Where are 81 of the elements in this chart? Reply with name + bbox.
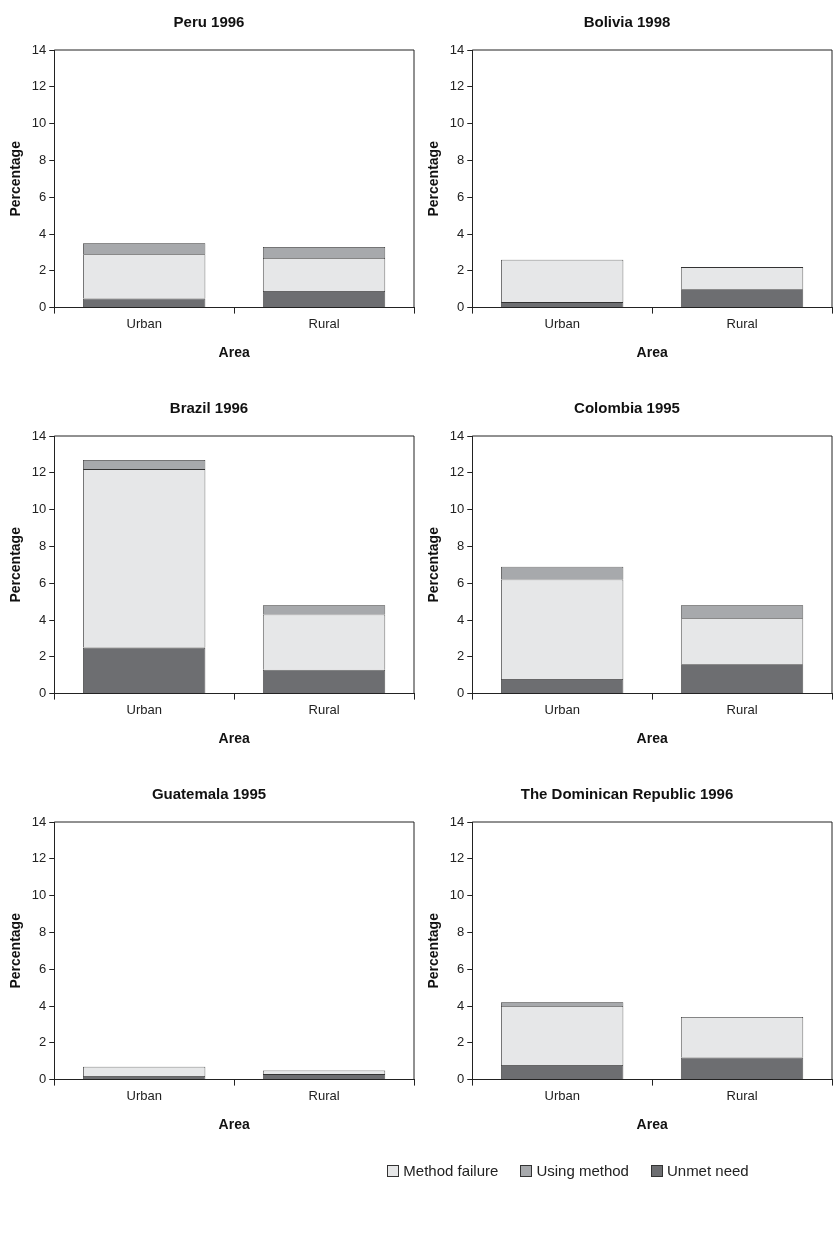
chart-title: Colombia 1995 [574,399,680,417]
y-tick-label: 6 [39,960,47,976]
y-tick-label: 4 [39,997,47,1013]
y-tick-label: 10 [449,501,465,517]
y-tick-label: 2 [457,262,465,278]
legend-label: Unmet need [666,1162,749,1179]
y-tick-label: 0 [39,1071,47,1087]
y-tick-label: 2 [39,262,47,278]
chart-title: Peru 1996 [173,13,245,31]
x-tick-label: Rural [726,701,758,717]
y-tick-label: 14 [31,41,47,57]
y-tick-label: 10 [449,115,465,131]
chart-title: Brazil 1996 [169,399,249,417]
y-tick-label: 4 [39,611,47,627]
y-tick-label: 0 [457,1071,465,1087]
y-tick-label: 2 [39,1034,47,1050]
y-tick-label: 4 [457,225,465,241]
y-tick-label: 0 [457,685,465,701]
y-tick-label: 6 [39,574,47,590]
x-tick-label: Rural [726,315,758,331]
y-tick-label: 8 [39,537,47,553]
y-tick-label: 4 [457,997,465,1013]
x-tick-label: Rural [308,701,340,717]
y-tick-label: 10 [31,115,47,131]
y-tick-label: 6 [39,188,47,204]
y-tick-label: 14 [31,427,47,443]
y-tick-label: 4 [39,225,47,241]
y-tick-label: 10 [31,887,47,903]
y-axis-title: Percentage [7,526,24,603]
y-axis-title: Percentage [425,140,442,217]
x-tick-label: Urban [544,1087,580,1103]
y-axis-title: Percentage [425,526,442,603]
y-tick-label: 6 [457,188,465,204]
y-tick-label: 2 [457,1034,465,1050]
y-tick-label: 12 [31,850,47,866]
x-tick-label: Urban [544,701,580,717]
x-tick-label: Urban [126,315,162,331]
chart-title: The Dominican Republic 1996 [520,785,734,803]
y-axis-title: Percentage [7,140,24,217]
x-axis-title: Area [218,1116,250,1133]
x-tick-label: Urban [126,701,162,717]
x-tick-label: Rural [726,1087,758,1103]
legend-label: Method failure [403,1162,499,1179]
y-tick-label: 6 [457,960,465,976]
y-tick-label: 8 [39,151,47,167]
chart-title: Guatemala 1995 [151,785,267,803]
y-tick-label: 14 [449,813,465,829]
y-tick-label: 12 [449,464,465,480]
x-axis-title: Area [218,344,250,361]
y-tick-label: 6 [457,574,465,590]
y-tick-label: 12 [31,464,47,480]
y-tick-label: 8 [457,923,465,939]
y-tick-label: 12 [31,78,47,94]
chart-title: Bolivia 1998 [583,13,671,31]
y-tick-label: 8 [457,151,465,167]
x-tick-label: Rural [308,315,340,331]
y-tick-label: 2 [39,648,47,664]
y-axis-title: Percentage [7,912,24,989]
x-tick-label: Urban [544,315,580,331]
x-axis-title: Area [636,344,668,361]
x-axis-title: Area [636,1116,668,1133]
y-tick-label: 10 [31,501,47,517]
y-axis-title: Percentage [425,912,442,989]
y-tick-label: 12 [449,78,465,94]
y-tick-label: 10 [449,887,465,903]
y-tick-label: 14 [449,41,465,57]
x-axis-title: Area [636,730,668,747]
y-tick-label: 0 [39,299,47,315]
y-tick-label: 2 [457,648,465,664]
y-tick-label: 8 [457,537,465,553]
y-tick-label: 0 [457,299,465,315]
x-tick-label: Rural [308,1087,340,1103]
y-tick-label: 0 [39,685,47,701]
legend-label: Using method [536,1162,629,1179]
x-tick-label: Urban [126,1087,162,1103]
y-tick-label: 14 [31,813,47,829]
y-tick-label: 14 [449,427,465,443]
y-tick-label: 12 [449,850,465,866]
y-tick-label: 4 [457,611,465,627]
x-axis-title: Area [218,730,250,747]
y-tick-label: 8 [39,923,47,939]
